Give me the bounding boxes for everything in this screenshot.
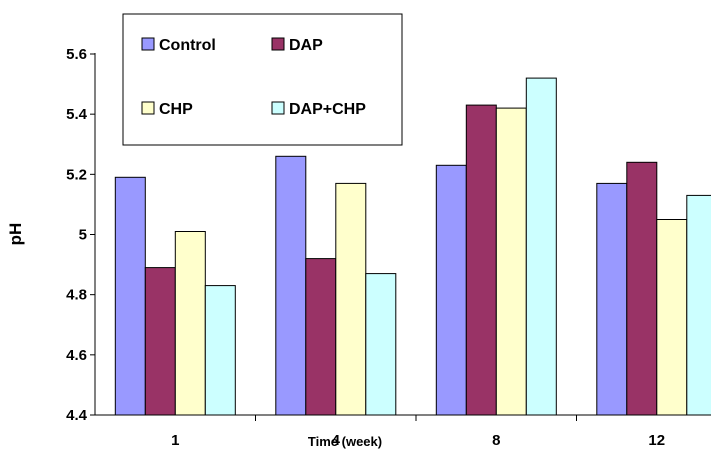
bar-chp-week-4 — [335, 182, 367, 416]
bar-control-week-1 — [114, 176, 146, 416]
x-tick-label: 8 — [492, 432, 500, 449]
legend-label-dap: DAP — [289, 37, 323, 54]
y-tick-label: 4.8 — [66, 287, 87, 304]
y-tick-label: 5.4 — [66, 106, 88, 123]
tick-labels-group: 4.4 4.6 4.8 5 5.2 5.4 5.6 1 4 8 12 — [66, 46, 665, 449]
bar-chp-week-12 — [656, 219, 688, 416]
legend-swatch-chp — [141, 101, 155, 115]
x-tick-label: 12 — [648, 432, 665, 449]
bar-dap-week-1 — [144, 267, 176, 416]
bar-dap-week-12 — [626, 161, 658, 416]
y-tick-label: 5 — [79, 227, 87, 244]
y-tick-label: 4.4 — [66, 407, 88, 424]
y-tick-label: 5.6 — [66, 46, 87, 63]
bar-dap-chp-week-8 — [525, 77, 557, 416]
legend-swatch-dap-chp — [271, 101, 285, 115]
y-axis-title: pH — [6, 223, 25, 246]
axes-group — [90, 53, 711, 421]
bar-chp-week-1 — [174, 231, 206, 416]
bar-control-week-12 — [596, 182, 628, 416]
bar-dap-chp-week-12 — [686, 194, 711, 416]
legend-swatch-dap — [271, 37, 285, 51]
legend-label-dap-chp: DAP+CHP — [289, 101, 366, 118]
legend-label-control: Control — [159, 37, 216, 54]
legend-items: Control DAP CHP DAP+CHP — [141, 37, 366, 118]
legend: Control DAP CHP DAP+CHP — [122, 13, 403, 146]
bar-dap-week-4 — [305, 258, 337, 416]
x-tick-label: 1 — [171, 432, 179, 449]
y-tick-label: 5.2 — [66, 166, 87, 183]
x-axis-title: Time (week) — [308, 434, 382, 449]
bar-dap-chp-week-1 — [204, 285, 236, 416]
bar-control-week-8 — [435, 164, 467, 416]
bar-dap-chp-week-4 — [365, 273, 397, 416]
bar-control-week-4 — [275, 155, 307, 416]
bars-group — [114, 77, 711, 416]
bar-chp-week-8 — [495, 107, 527, 416]
x-tick-label: 4 — [332, 432, 341, 449]
legend-label-chp: CHP — [159, 101, 193, 118]
legend-box — [122, 13, 403, 146]
bar-dap-week-8 — [465, 104, 497, 416]
legend-swatch-control — [141, 37, 155, 51]
y-tick-label: 4.6 — [66, 347, 87, 364]
